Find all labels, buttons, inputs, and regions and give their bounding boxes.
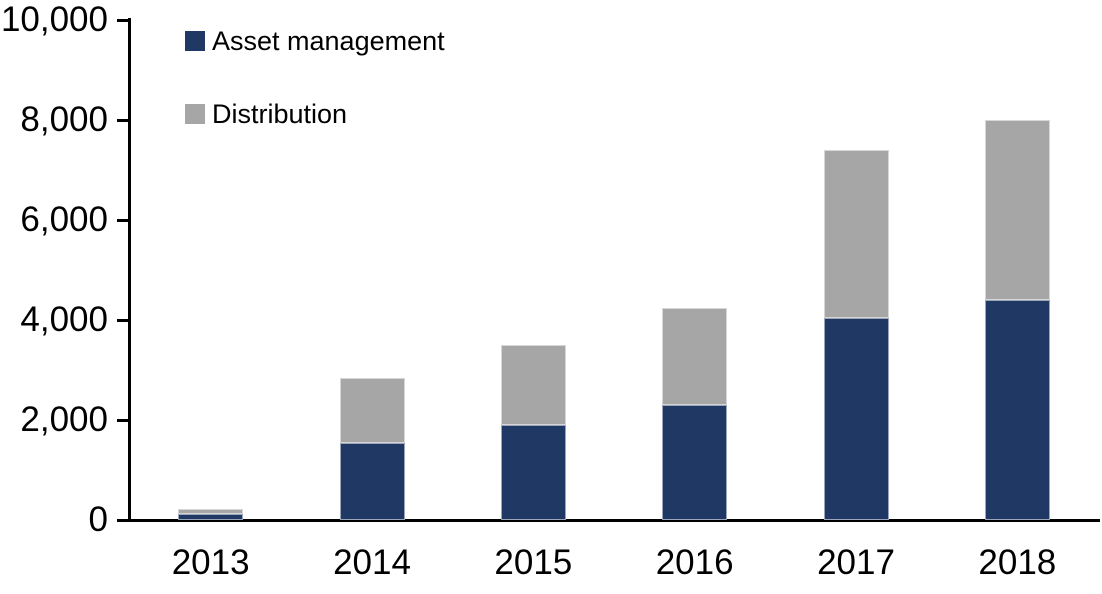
legend-swatch xyxy=(185,31,205,51)
bar-segment-asset-management xyxy=(662,405,728,520)
y-tick-mark xyxy=(117,18,129,22)
legend: Asset management Distribution xyxy=(185,26,445,129)
x-tick-label: 2015 xyxy=(494,543,573,582)
y-tick-label: 8,000 xyxy=(20,100,108,139)
bar-segment-distribution xyxy=(662,307,728,405)
legend-item: Distribution xyxy=(185,99,445,129)
x-tick-label: 2013 xyxy=(171,543,250,582)
y-tick-mark xyxy=(117,418,129,422)
bar-segment-asset-management xyxy=(339,442,405,520)
bar-segment-asset-management xyxy=(984,300,1050,520)
y-tick-mark xyxy=(117,218,129,222)
y-tick-label: 10,000 xyxy=(0,0,108,39)
y-axis-line xyxy=(128,18,131,522)
y-tick-label: 2,000 xyxy=(20,400,108,439)
bar-segment-asset-management xyxy=(500,425,566,520)
y-tick-label: 0 xyxy=(88,500,108,539)
legend-label: Asset management xyxy=(212,26,445,56)
legend-item: Asset management xyxy=(185,26,445,56)
bar-segment-distribution xyxy=(823,150,889,318)
x-tick-label: 2017 xyxy=(817,543,895,582)
x-tick-label: 2014 xyxy=(333,543,411,582)
bar-segment-distribution xyxy=(984,120,1050,300)
y-tick-label: 4,000 xyxy=(20,300,108,339)
bar-segment-distribution xyxy=(178,509,244,514)
y-tick-mark xyxy=(117,118,129,122)
x-tick-label: 2016 xyxy=(655,543,734,582)
y-tick-label: 6,000 xyxy=(20,200,108,239)
bar-segment-asset-management xyxy=(823,317,889,520)
legend-label: Distribution xyxy=(212,99,348,129)
x-axis-line xyxy=(128,519,1100,522)
y-tick-mark xyxy=(117,318,129,322)
x-tick-label: 2018 xyxy=(978,543,1057,582)
bar-segment-distribution xyxy=(500,345,566,425)
y-tick-mark xyxy=(117,518,129,522)
legend-swatch xyxy=(185,104,205,124)
bar-segment-asset-management xyxy=(178,514,244,520)
bar-segment-distribution xyxy=(339,377,405,443)
